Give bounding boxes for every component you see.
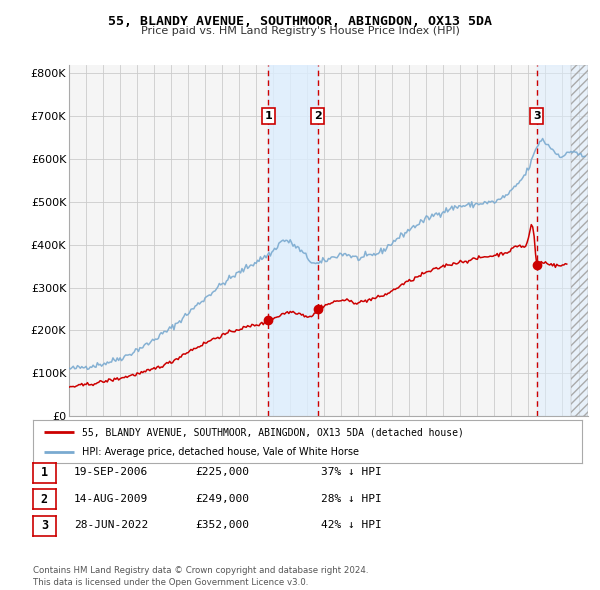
Text: 3: 3 bbox=[41, 519, 48, 532]
Bar bbox=[571, 65, 588, 416]
Text: 3: 3 bbox=[533, 111, 541, 121]
Text: 14-AUG-2009: 14-AUG-2009 bbox=[74, 494, 148, 503]
Text: 1: 1 bbox=[41, 466, 48, 479]
Text: HPI: Average price, detached house, Vale of White Horse: HPI: Average price, detached house, Vale… bbox=[82, 447, 359, 457]
Text: 55, BLANDY AVENUE, SOUTHMOOR, ABINGDON, OX13 5DA (detached house): 55, BLANDY AVENUE, SOUTHMOOR, ABINGDON, … bbox=[82, 427, 464, 437]
Text: Price paid vs. HM Land Registry's House Price Index (HPI): Price paid vs. HM Land Registry's House … bbox=[140, 26, 460, 36]
Text: £352,000: £352,000 bbox=[195, 520, 249, 530]
Text: 28-JUN-2022: 28-JUN-2022 bbox=[74, 520, 148, 530]
Text: 2: 2 bbox=[314, 111, 322, 121]
Text: 55, BLANDY AVENUE, SOUTHMOOR, ABINGDON, OX13 5DA: 55, BLANDY AVENUE, SOUTHMOOR, ABINGDON, … bbox=[108, 15, 492, 28]
Text: 42% ↓ HPI: 42% ↓ HPI bbox=[321, 520, 382, 530]
Text: Contains HM Land Registry data © Crown copyright and database right 2024.
This d: Contains HM Land Registry data © Crown c… bbox=[33, 566, 368, 587]
Bar bbox=[268, 65, 318, 416]
Text: 19-SEP-2006: 19-SEP-2006 bbox=[74, 467, 148, 477]
Text: £249,000: £249,000 bbox=[195, 494, 249, 503]
Text: 2: 2 bbox=[41, 493, 48, 506]
Text: 1: 1 bbox=[265, 111, 272, 121]
Text: 28% ↓ HPI: 28% ↓ HPI bbox=[321, 494, 382, 503]
Bar bbox=[537, 65, 588, 416]
Text: £225,000: £225,000 bbox=[195, 467, 249, 477]
Text: 37% ↓ HPI: 37% ↓ HPI bbox=[321, 467, 382, 477]
